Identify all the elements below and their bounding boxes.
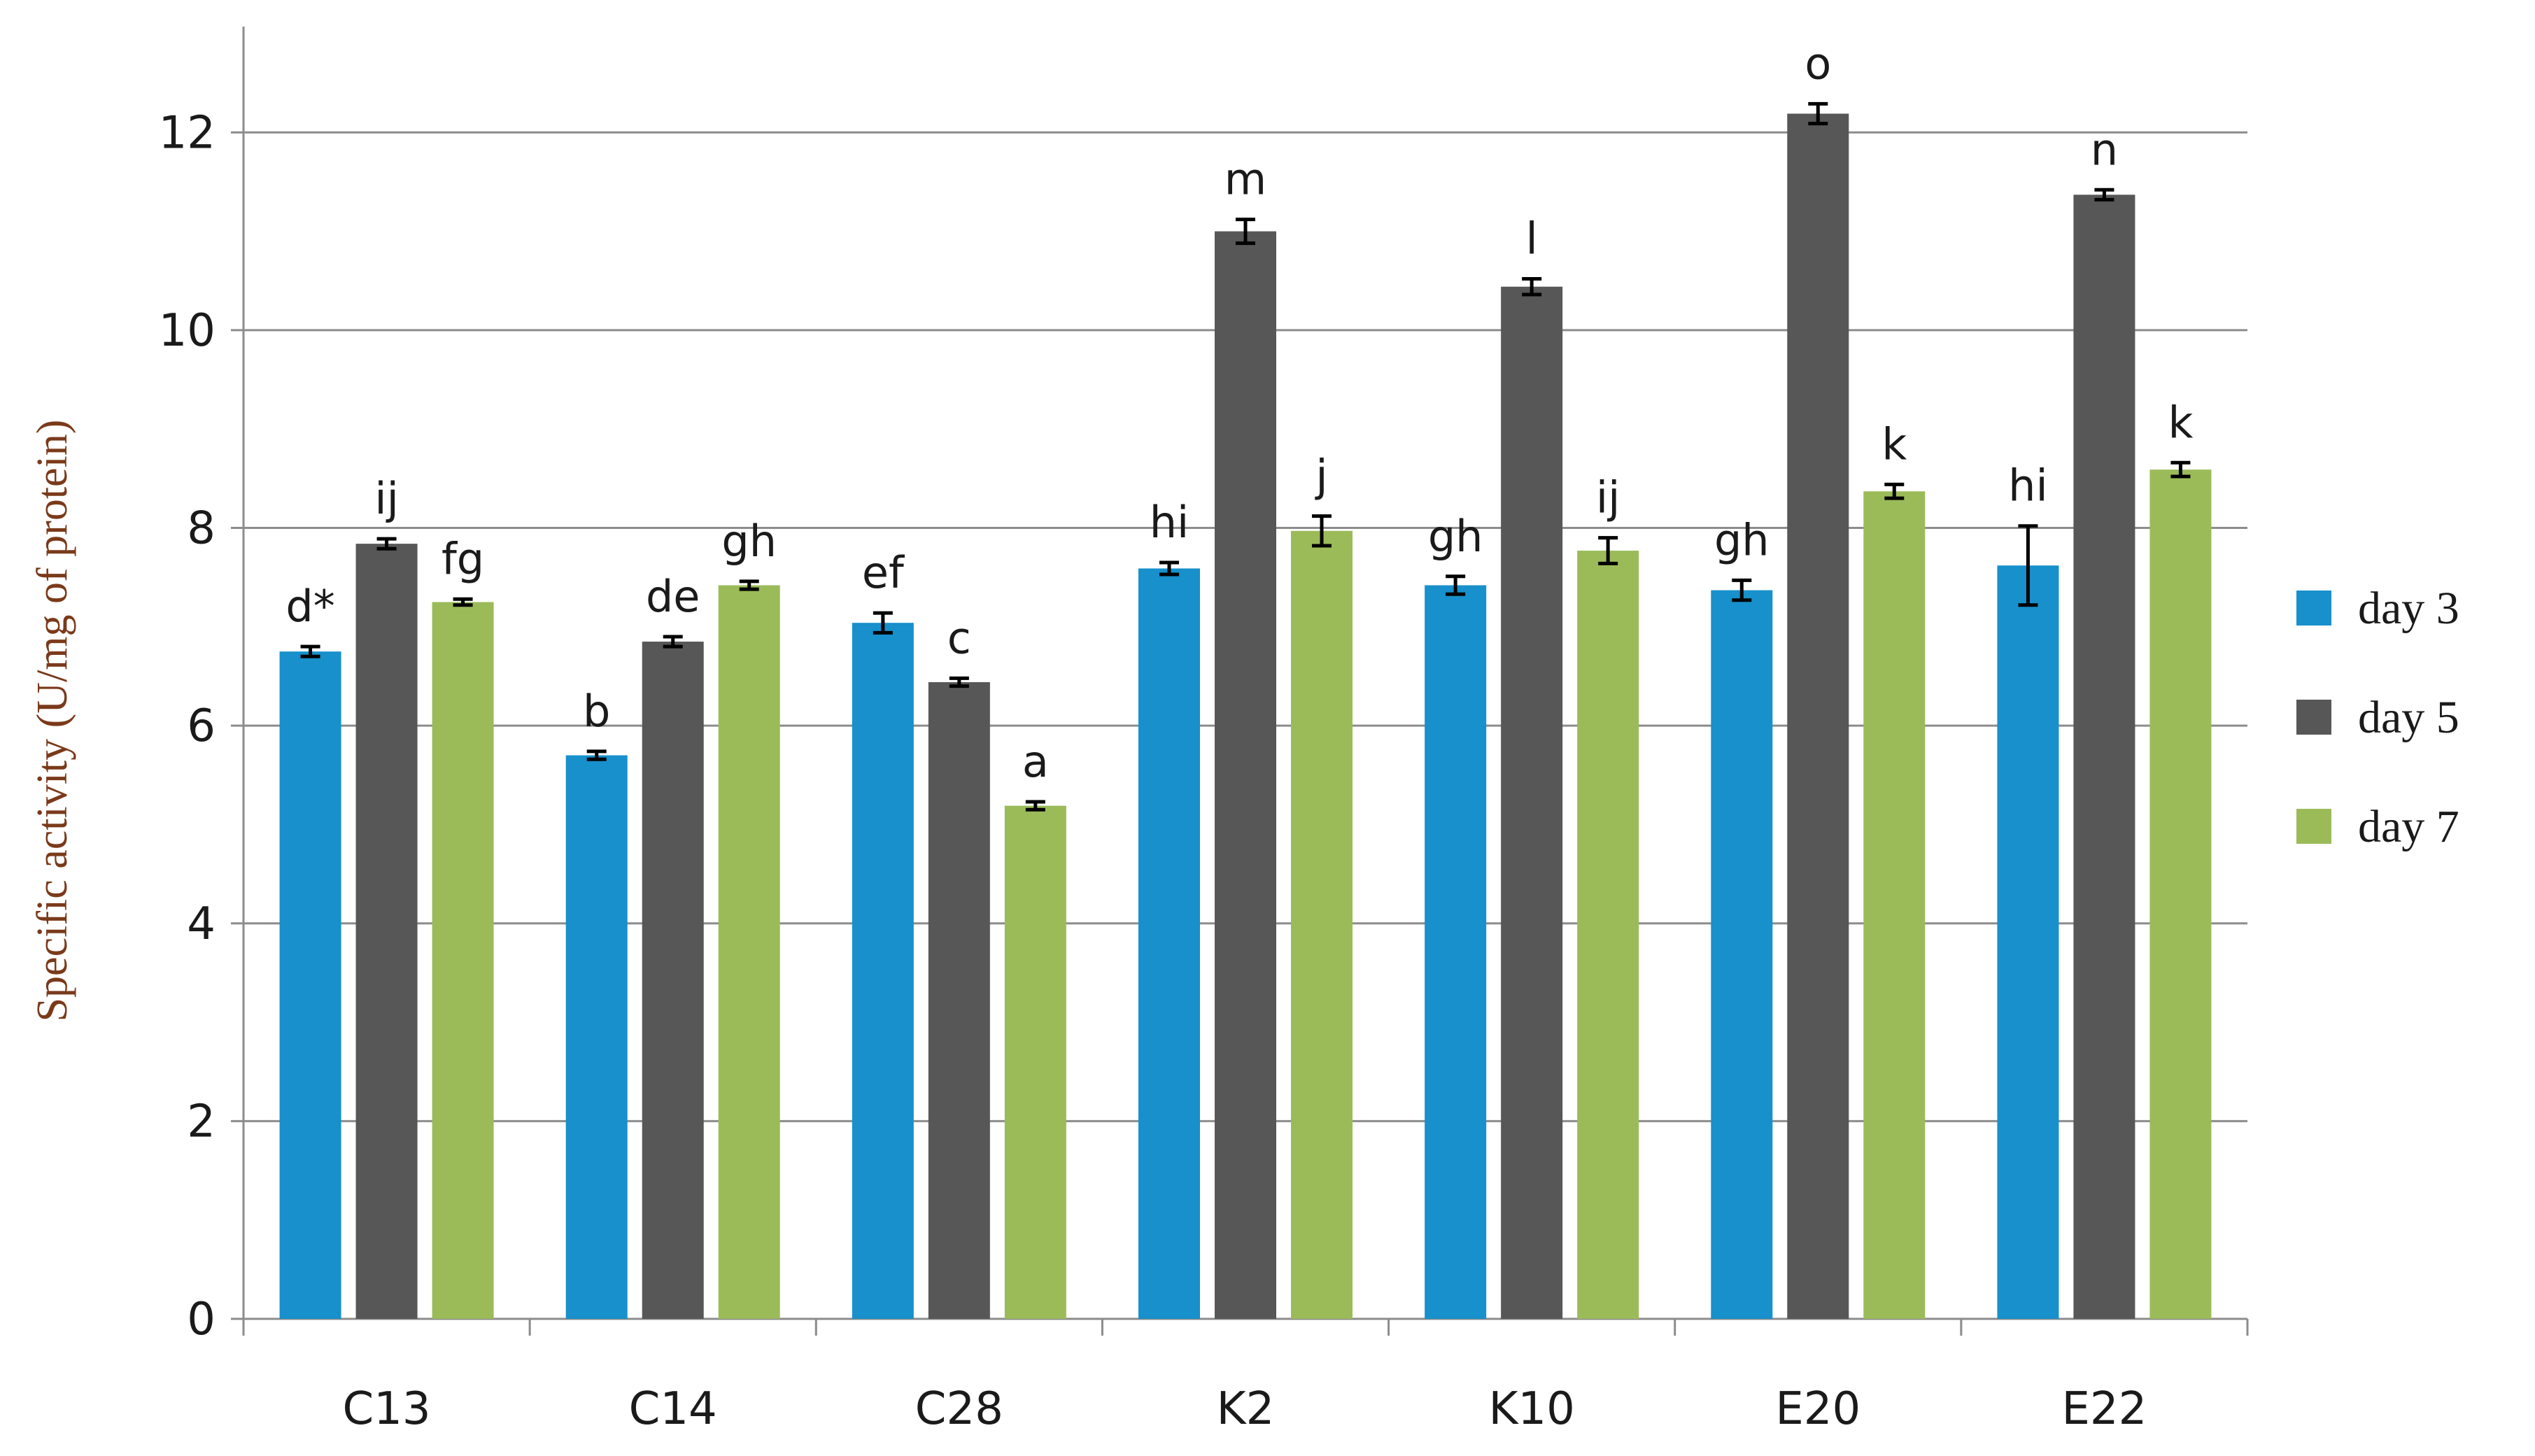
significance-label: m xyxy=(1224,154,1266,205)
bar xyxy=(1138,568,1200,1319)
x-tick-label: C28 xyxy=(915,1383,1003,1435)
bar xyxy=(1215,231,1276,1320)
legend-label: day 7 xyxy=(2358,801,2459,852)
legend-label: day 3 xyxy=(2358,583,2459,634)
bar xyxy=(2149,469,2212,1319)
bar xyxy=(852,623,914,1319)
x-tick-label: E20 xyxy=(1775,1383,1860,1435)
y-tick-label: 6 xyxy=(187,700,216,752)
significance-label: j xyxy=(1314,451,1327,502)
x-tick-label: K2 xyxy=(1217,1383,1275,1435)
significance-label: k xyxy=(2168,397,2193,448)
error-bars xyxy=(300,101,2191,812)
bar xyxy=(565,755,628,1319)
bar xyxy=(642,642,704,1319)
significance-label: hi xyxy=(2008,460,2048,511)
bar xyxy=(1863,491,1926,1319)
bars xyxy=(279,113,2212,1320)
significance-label: c xyxy=(947,612,971,663)
significance-label: ij xyxy=(374,473,398,524)
bar xyxy=(2073,195,2135,1319)
bar xyxy=(718,585,780,1319)
x-axis-ticks: C13 C14 C28 K2 K10 E20 E22 xyxy=(242,1319,2249,1435)
x-tick-label: C13 xyxy=(343,1383,431,1435)
bar xyxy=(432,602,494,1319)
significance-label: de xyxy=(646,571,700,622)
bar xyxy=(1711,590,1773,1320)
significance-label: b xyxy=(583,686,610,737)
significance-label: d* xyxy=(285,581,334,632)
significance-label: gh xyxy=(1428,511,1483,562)
significance-label: n xyxy=(2091,124,2118,175)
significance-label: hi xyxy=(1150,497,1189,548)
legend: day 3 day 5 day 7 xyxy=(2296,583,2459,852)
legend-swatch xyxy=(2296,809,2331,844)
legend-label: day 5 xyxy=(2358,692,2459,743)
bar xyxy=(928,681,990,1319)
legend-swatch xyxy=(2296,591,2331,625)
significance-label: k xyxy=(1881,418,1907,469)
y-axis-ticks: 0 2 4 6 8 10 12 xyxy=(159,107,243,1345)
y-tick-label: 4 xyxy=(187,898,216,950)
x-tick-label: E22 xyxy=(2061,1383,2147,1435)
significance-label: l xyxy=(1526,213,1538,264)
significance-label: a xyxy=(1022,736,1049,787)
y-tick-label: 2 xyxy=(187,1096,216,1147)
bar xyxy=(1425,585,1487,1319)
x-tick-label: K10 xyxy=(1488,1383,1574,1435)
bar xyxy=(1577,551,1639,1319)
x-tick-label: C14 xyxy=(629,1383,717,1435)
bar xyxy=(1291,530,1353,1319)
y-axis-label: Specific activity (U/mg of protein) xyxy=(29,420,76,1022)
bar xyxy=(355,544,418,1319)
y-tick-label: 8 xyxy=(187,503,216,555)
significance-label: gh xyxy=(721,516,777,567)
legend-swatch xyxy=(2296,700,2331,735)
significance-label: ef xyxy=(862,547,905,598)
y-tick-label: 0 xyxy=(187,1294,216,1345)
bar xyxy=(1501,286,1563,1319)
significance-label: gh xyxy=(1714,514,1770,565)
significance-label: o xyxy=(1805,38,1831,89)
significance-labels: d* b ef hi gh gh hi ij de c m l o n fg gh a j ij k k xyxy=(285,38,2193,787)
significance-label: fg xyxy=(442,533,484,584)
bar xyxy=(279,651,341,1319)
bar xyxy=(1997,565,2059,1320)
significance-label: ij xyxy=(1596,472,1620,523)
bar xyxy=(1004,805,1066,1319)
y-tick-label: 12 xyxy=(159,107,216,159)
bar xyxy=(1787,113,1849,1319)
y-tick-label: 10 xyxy=(159,305,216,357)
